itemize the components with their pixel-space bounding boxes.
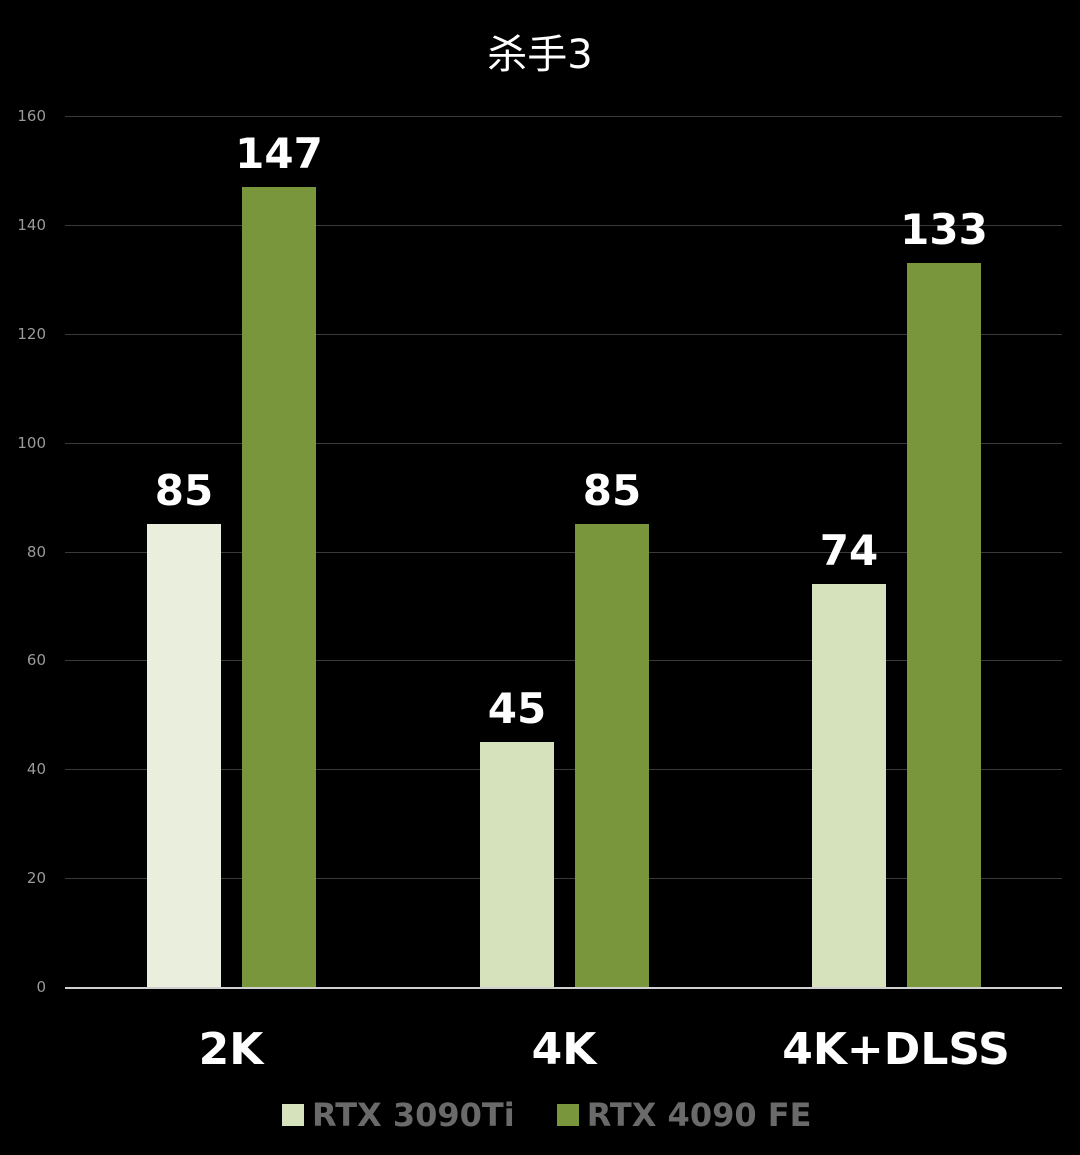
y-tick-label: 120: [17, 325, 46, 343]
gridline: [65, 116, 1062, 117]
legend-item: RTX 3090Ti: [282, 1096, 515, 1134]
gridline: [65, 334, 1062, 335]
gridline: [65, 878, 1062, 879]
bar-rtx-4090-fe-4k: [575, 524, 649, 987]
gridline: [65, 987, 1062, 989]
value-label: 74: [819, 526, 879, 576]
legend-swatch: [556, 1104, 579, 1126]
gridline: [65, 225, 1062, 226]
x-tick-label: 2K: [198, 1024, 264, 1075]
y-tick-label: 160: [17, 107, 46, 125]
y-tick-label: 40: [26, 760, 46, 778]
gridline: [65, 660, 1062, 661]
legend-label: RTX 4090 FE: [586, 1096, 812, 1134]
bar-rtx-3090ti-2k: [147, 524, 221, 987]
y-tick-label: 100: [17, 434, 46, 452]
gridline: [65, 443, 1062, 444]
value-label: 45: [487, 684, 547, 734]
bar-rtx-3090ti-4k: [480, 742, 554, 987]
y-tick-label: 140: [17, 216, 46, 234]
value-label: 147: [235, 128, 323, 178]
legend: RTX 3090Ti RTX 4090 FE: [282, 1096, 853, 1134]
gridline: [65, 552, 1062, 553]
legend-label: RTX 3090Ti: [312, 1096, 515, 1134]
y-tick-label: 0: [36, 978, 46, 996]
value-label: 85: [154, 466, 214, 516]
chart-title: 杀手3: [487, 32, 593, 78]
x-tick-label: 4K: [531, 1024, 597, 1075]
bar-rtx-4090-fe-4k+dlss: [907, 262, 981, 987]
x-tick-label: 4K+DLSS: [782, 1024, 1010, 1075]
bar-rtx-4090-fe-2k: [242, 186, 316, 987]
y-tick-label: 80: [26, 543, 46, 561]
bar-rtx-3090ti-4k+dlss: [812, 584, 886, 987]
legend-item: RTX 4090 FE: [556, 1096, 812, 1134]
y-tick-label: 60: [26, 651, 46, 669]
gridline: [65, 769, 1062, 770]
legend-swatch: [282, 1104, 304, 1126]
value-label: 133: [900, 204, 988, 254]
value-label: 85: [582, 466, 642, 516]
y-tick-label: 20: [26, 869, 46, 887]
